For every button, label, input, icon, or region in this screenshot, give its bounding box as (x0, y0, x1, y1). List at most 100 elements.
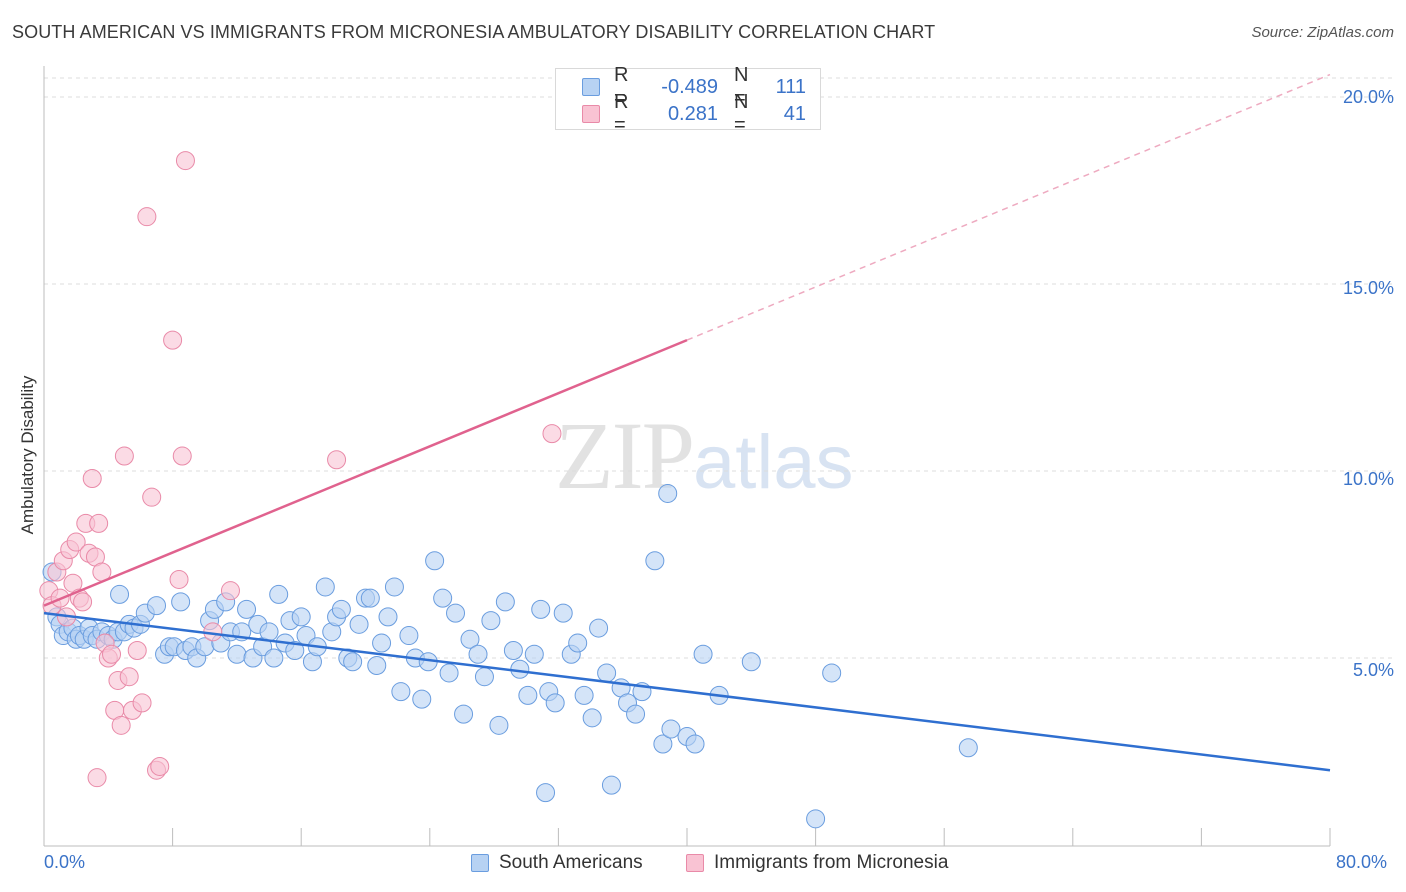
point-south-americans (661, 719, 681, 739)
point-south-americans (367, 655, 387, 675)
point-micronesia (87, 768, 107, 788)
point-micronesia (82, 468, 102, 488)
r-value: -0.489 (661, 75, 718, 98)
r-label: R = (614, 91, 629, 136)
legend-item-micronesia[interactable]: Immigrants from Micronesia (686, 852, 948, 874)
trend-line-south-americans (43, 611, 1331, 772)
y-tick-5: 5.0% (1352, 660, 1394, 680)
point-south-americans (399, 626, 419, 646)
chart-title: SOUTH AMERICAN VS IMMIGRANTS FROM MICRON… (12, 22, 936, 42)
trend-line-micronesia (43, 338, 688, 607)
source-label: Source: ZipAtlas.com (1251, 24, 1394, 41)
point-south-americans (349, 614, 369, 634)
series-legend: South Americans Immigrants from Micrones… (0, 852, 1406, 876)
point-south-americans (601, 775, 621, 795)
point-south-americans (446, 603, 466, 623)
point-south-americans (343, 652, 363, 672)
point-micronesia (114, 446, 134, 466)
point-south-americans (378, 607, 398, 627)
point-south-americans (433, 588, 453, 608)
y-tick-15: 15.0% (1342, 278, 1394, 298)
point-south-americans (460, 629, 480, 649)
point-south-americans (822, 663, 842, 683)
point-south-americans (259, 622, 279, 642)
n-value: 41 (783, 102, 806, 125)
y-tick-10: 10.0% (1342, 469, 1394, 489)
watermark-atlas: atlas (693, 420, 854, 505)
y-tick-20: 20.0% (1342, 87, 1394, 107)
point-micronesia (127, 641, 147, 661)
point-south-americans (481, 611, 501, 631)
point-south-americans (958, 738, 978, 758)
point-south-americans (495, 592, 515, 612)
point-south-americans (264, 648, 284, 668)
point-south-americans (315, 577, 335, 597)
point-south-americans (147, 596, 167, 616)
point-micronesia (172, 446, 192, 466)
point-micronesia (169, 569, 189, 589)
point-micronesia (89, 513, 109, 533)
point-south-americans (412, 689, 432, 709)
r-label: R = (614, 64, 629, 109)
n-label: N = (734, 64, 749, 109)
legend-label: Immigrants from Micronesia (714, 852, 949, 873)
x-tick-max: 80.0% (1336, 852, 1388, 872)
r-value: 0.281 (667, 102, 718, 125)
swatch-pink-icon (686, 854, 704, 872)
point-south-americans (582, 708, 602, 728)
point-south-americans (545, 693, 565, 713)
point-micronesia (220, 581, 240, 601)
point-south-americans (439, 663, 459, 683)
point-south-americans (518, 685, 538, 705)
n-label: N = (734, 91, 749, 136)
point-micronesia (150, 756, 170, 776)
point-south-americans (806, 809, 826, 829)
point-south-americans (171, 592, 191, 612)
point-south-americans (269, 584, 289, 604)
trend-line-micronesia-extension (686, 73, 1331, 341)
point-south-americans (693, 644, 713, 664)
point-south-americans (645, 551, 665, 571)
point-micronesia (163, 330, 183, 350)
point-micronesia (137, 207, 157, 227)
swatch-blue-icon (582, 78, 600, 96)
point-south-americans (658, 483, 678, 503)
point-south-americans (360, 588, 380, 608)
point-south-americans (653, 734, 673, 754)
point-micronesia (66, 532, 86, 552)
legend-item-south-americans[interactable]: South Americans (471, 852, 643, 874)
point-south-americans (741, 652, 761, 672)
y-axis-label: Ambulatory Disability (18, 375, 37, 535)
point-micronesia (327, 450, 347, 470)
point-south-americans (331, 599, 351, 619)
point-south-americans (285, 641, 305, 661)
point-south-americans (227, 644, 247, 664)
point-south-americans (454, 704, 474, 724)
point-south-americans (574, 685, 594, 705)
legend-label: South Americans (499, 852, 643, 873)
point-micronesia (175, 151, 195, 171)
point-south-americans (372, 633, 392, 653)
point-south-americans (468, 644, 488, 664)
point-south-americans (237, 599, 257, 619)
point-south-americans (503, 641, 523, 661)
point-micronesia (119, 667, 139, 687)
point-south-americans (553, 603, 573, 623)
point-south-americans (425, 551, 445, 571)
point-south-americans (391, 682, 411, 702)
point-south-americans (536, 783, 556, 803)
point-micronesia (102, 644, 122, 664)
point-south-americans (291, 607, 311, 627)
n-value: 111 (775, 75, 806, 98)
point-south-americans (489, 715, 509, 735)
point-micronesia (142, 487, 162, 507)
point-micronesia (73, 592, 93, 612)
point-south-americans (589, 618, 609, 638)
point-south-americans (384, 577, 404, 597)
stats-legend: R = -0.489 N = 111 R = 0.281 N = 41 (555, 64, 821, 136)
point-south-americans (474, 667, 494, 687)
point-south-americans (110, 584, 130, 604)
point-micronesia (542, 424, 562, 444)
point-south-americans (524, 644, 544, 664)
